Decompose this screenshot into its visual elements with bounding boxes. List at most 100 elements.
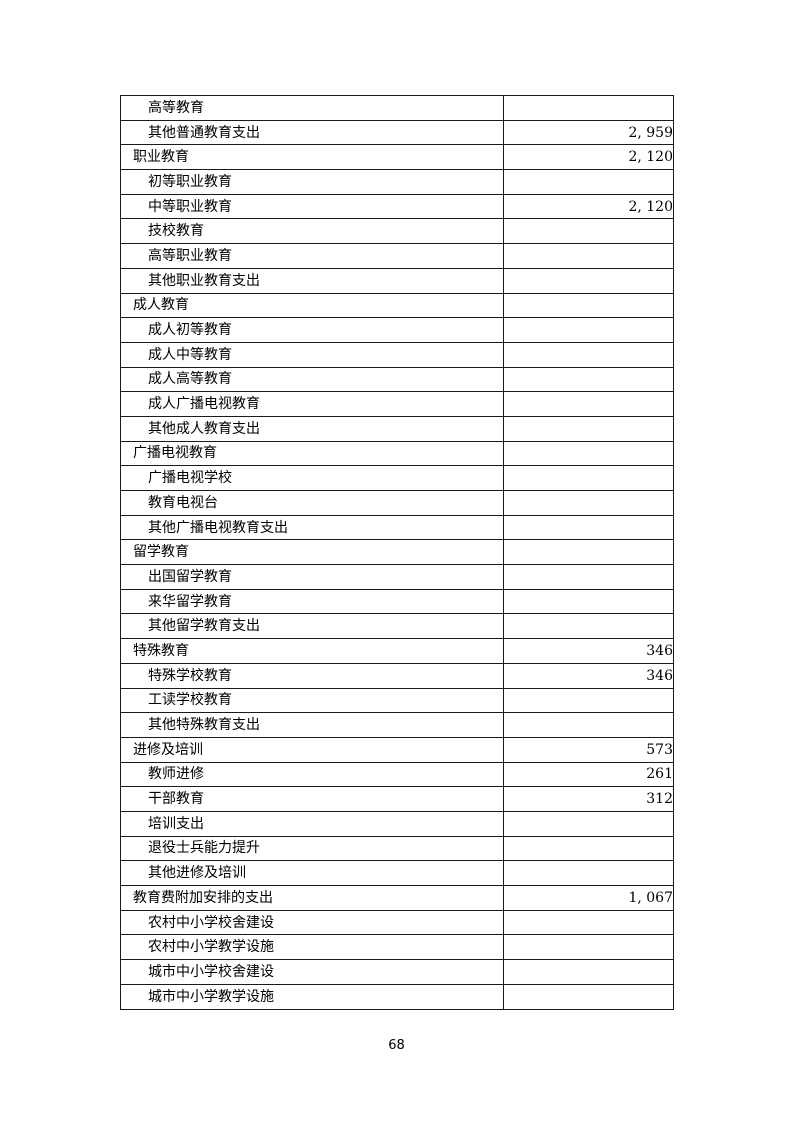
- table-row: 城市中小学教学设施: [120, 983, 674, 1011]
- category-label-cell: 农村中小学校舍建设: [120, 909, 504, 936]
- amount-cell: 2, 120: [503, 144, 674, 171]
- amount-cell: [503, 835, 674, 862]
- category-label-cell: 成人教育: [120, 292, 504, 319]
- category-label-cell: 培训支出: [120, 810, 504, 837]
- amount-cell: [503, 218, 674, 245]
- amount-cell: 2, 959: [503, 119, 674, 146]
- category-label-cell: 教育电视台: [120, 490, 504, 516]
- amount-cell: [503, 391, 674, 417]
- amount-cell: 1, 067: [503, 885, 674, 911]
- category-label-cell: 成人中等教育: [120, 341, 504, 368]
- amount-cell: [503, 490, 674, 516]
- category-label-cell: 中等职业教育: [120, 193, 504, 220]
- amount-cell: [503, 810, 674, 837]
- table-row: 干部教育 312: [120, 786, 674, 812]
- table-row: 成人教育: [120, 292, 674, 319]
- table-row: 广播电视教育: [120, 440, 674, 467]
- amount-cell: [503, 317, 674, 343]
- table-row: 培训支出: [120, 810, 674, 837]
- amount-cell: [503, 440, 674, 467]
- amount-cell: [503, 366, 674, 393]
- category-label-cell: 其他留学教育支出: [120, 613, 504, 640]
- category-label-cell: 干部教育: [120, 786, 504, 812]
- table-row: 教育电视台: [120, 490, 674, 516]
- table-row: 高等教育: [120, 95, 674, 121]
- category-label-cell: 其他成人教育支出: [120, 415, 504, 442]
- amount-cell: [503, 588, 674, 615]
- amount-cell: [503, 341, 674, 368]
- category-label-cell: 高等职业教育: [120, 243, 504, 269]
- table-row: 成人高等教育: [120, 366, 674, 393]
- category-label-cell: 留学教育: [120, 539, 504, 566]
- amount-cell: [503, 169, 674, 195]
- table-row: 其他成人教育支出: [120, 415, 674, 442]
- amount-cell: [503, 539, 674, 566]
- amount-cell: [503, 959, 674, 985]
- category-label-cell: 出国留学教育: [120, 564, 504, 590]
- amount-cell: 346: [503, 662, 674, 689]
- category-label-cell: 来华留学教育: [120, 588, 504, 615]
- category-label-cell: 广播电视学校: [120, 465, 504, 491]
- amount-cell: [503, 712, 674, 738]
- table-row: 成人中等教育: [120, 341, 674, 368]
- category-label-cell: 成人初等教育: [120, 317, 504, 343]
- table-row: 初等职业教育: [120, 169, 674, 195]
- amount-cell: [503, 95, 674, 121]
- category-label-cell: 初等职业教育: [120, 169, 504, 195]
- table-row: 城市中小学校舍建设: [120, 959, 674, 985]
- amount-cell: 312: [503, 786, 674, 812]
- amount-cell: [503, 415, 674, 442]
- table-row: 特殊学校教育 346: [120, 662, 674, 689]
- category-label-cell: 高等教育: [120, 95, 504, 121]
- amount-cell: [503, 292, 674, 319]
- table-row: 其他特殊教育支出: [120, 712, 674, 738]
- category-label-cell: 职业教育: [120, 144, 504, 171]
- category-label-cell: 技校教育: [120, 218, 504, 245]
- amount-cell: [503, 564, 674, 590]
- table-row: 职业教育 2, 120: [120, 144, 674, 171]
- category-label-cell: 城市中小学教学设施: [120, 983, 504, 1011]
- category-label-cell: 进修及培训: [120, 736, 504, 763]
- category-label-cell: 其他广播电视教育支出: [120, 514, 504, 541]
- table-row: 广播电视学校: [120, 465, 674, 491]
- amount-cell: [503, 243, 674, 269]
- amount-cell: 261: [503, 761, 674, 788]
- table-row: 中等职业教育 2, 120: [120, 193, 674, 220]
- category-label-cell: 成人高等教育: [120, 366, 504, 393]
- table-row: 特殊教育 346: [120, 638, 674, 664]
- category-label-cell: 其他职业教育支出: [120, 267, 504, 294]
- table-row: 留学教育: [120, 539, 674, 566]
- table-row: 农村中小学教学设施: [120, 934, 674, 961]
- table-body: 高等教育 其他普通教育支出 2, 959 职业教育 2, 120 初等职业教育 中等职业教育…: [120, 95, 674, 1011]
- page-number: 68: [388, 1038, 405, 1053]
- category-label-cell: 农村中小学教学设施: [120, 934, 504, 961]
- table-row: 来华留学教育: [120, 588, 674, 615]
- amount-cell: [503, 613, 674, 640]
- table-row: 成人初等教育: [120, 317, 674, 343]
- table-row: 退役士兵能力提升: [120, 835, 674, 862]
- category-label-cell: 工读学校教育: [120, 687, 504, 714]
- table-row: 其他进修及培训: [120, 860, 674, 886]
- category-label-cell: 教师进修: [120, 761, 504, 788]
- table-row: 工读学校教育: [120, 687, 674, 714]
- category-label-cell: 城市中小学校舍建设: [120, 959, 504, 985]
- table-row: 教育费附加安排的支出 1, 067: [120, 885, 674, 911]
- category-label-cell: 其他普通教育支出: [120, 119, 504, 146]
- amount-cell: 573: [503, 736, 674, 763]
- table-row: 教师进修 261: [120, 761, 674, 788]
- amount-cell: [503, 860, 674, 886]
- table-row: 出国留学教育: [120, 564, 674, 590]
- amount-cell: [503, 909, 674, 936]
- amount-cell: [503, 465, 674, 491]
- amount-cell: [503, 983, 674, 1011]
- category-label-cell: 广播电视教育: [120, 440, 504, 467]
- table-row: 进修及培训 573: [120, 736, 674, 763]
- category-label-cell: 成人广播电视教育: [120, 391, 504, 417]
- table-row: 其他广播电视教育支出: [120, 514, 674, 541]
- category-label-cell: 其他特殊教育支出: [120, 712, 504, 738]
- amount-cell: 346: [503, 638, 674, 664]
- amount-cell: [503, 687, 674, 714]
- category-label-cell: 其他进修及培训: [120, 860, 504, 886]
- education-expenditure-table: 高等教育 其他普通教育支出 2, 959 职业教育 2, 120 初等职业教育 中等职业教育…: [120, 95, 674, 1011]
